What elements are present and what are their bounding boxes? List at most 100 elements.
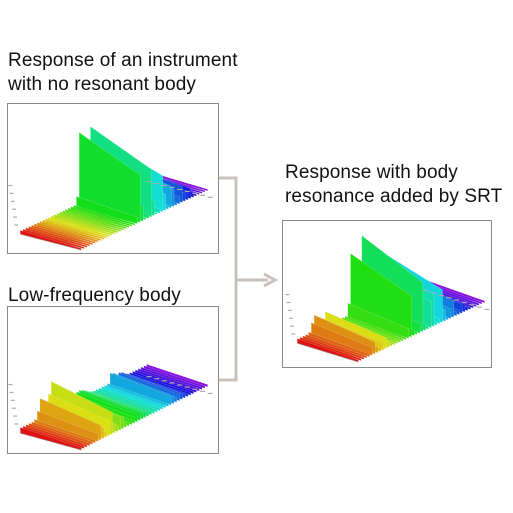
result-response-plot xyxy=(282,220,492,368)
low-body-waterfall xyxy=(8,363,213,451)
axis-tick-mark xyxy=(207,196,213,198)
spectrum-slice xyxy=(98,387,161,412)
spectrum-slice xyxy=(36,410,99,442)
axis-tick-mark xyxy=(423,290,429,292)
axis-tick-mark xyxy=(11,208,16,210)
axis-tick-mark xyxy=(200,194,206,196)
axis-tick-mark xyxy=(13,415,18,417)
axis-line xyxy=(297,343,359,363)
low-body-caption: Low-frequency body xyxy=(8,285,181,306)
axis-tick-mark xyxy=(14,423,19,425)
spectrum-slice xyxy=(308,331,370,358)
connector-bracket xyxy=(219,176,268,382)
spectrum-slice xyxy=(22,228,85,249)
axis-tick-mark xyxy=(169,186,175,189)
no-body-response-plot xyxy=(7,103,219,254)
spectrum-slice xyxy=(50,215,113,236)
axis-tick-mark xyxy=(431,292,437,294)
spectrum-slice xyxy=(299,336,362,362)
spectrum-slice xyxy=(56,213,119,234)
spectrum-slice xyxy=(311,322,373,356)
axis-tick-mark xyxy=(192,388,198,390)
spectrum-slice xyxy=(137,368,200,392)
spectrum-slice xyxy=(104,384,166,409)
spectrum-slice xyxy=(53,214,116,235)
spectrum-slice xyxy=(20,427,82,451)
axis-tick-mark xyxy=(285,294,290,296)
axis-tick-mark xyxy=(8,383,13,386)
axis-tick-mark xyxy=(286,301,291,304)
spectrum-slice xyxy=(28,422,90,447)
result-waterfall xyxy=(285,235,490,363)
spectrum-slice xyxy=(109,372,172,406)
axis-tick-mark xyxy=(290,325,295,327)
axis-tick-mark xyxy=(438,294,444,296)
spectrum-slice xyxy=(20,230,82,251)
spectrum-slice xyxy=(70,206,133,227)
spectrum-slice xyxy=(59,211,121,232)
axis-tick-mark xyxy=(484,308,490,310)
spectrum-slice xyxy=(67,207,130,228)
axis-tick-mark xyxy=(192,192,198,194)
spectrum-slice xyxy=(78,132,141,223)
low-body-response-plot xyxy=(7,306,219,454)
axis-tick-mark xyxy=(10,399,15,401)
spectrum-slice xyxy=(146,363,208,388)
spectrum-slice xyxy=(341,317,404,342)
spectrum-slice xyxy=(143,365,206,389)
axis-tick-mark xyxy=(9,391,14,394)
axis-tick-mark xyxy=(291,333,296,335)
spectrum-slice xyxy=(36,222,99,243)
spectrum-slice xyxy=(62,210,124,231)
axis-tick-mark xyxy=(146,376,152,378)
spectrum-slice xyxy=(302,335,365,360)
axis-tick-mark xyxy=(184,190,190,193)
axis-tick-mark xyxy=(14,224,19,226)
axis-tick-mark xyxy=(154,182,160,185)
axis-tick-mark xyxy=(469,304,475,306)
spectrum-slice xyxy=(101,386,163,410)
spectrum-slice xyxy=(31,224,93,246)
axis-tick-mark xyxy=(146,180,152,183)
spectrum-slice xyxy=(347,302,410,339)
spectrum-slice xyxy=(95,389,158,413)
axis-tick-mark xyxy=(200,390,206,392)
axis-tick-mark xyxy=(287,309,292,311)
spectrum-slice xyxy=(28,226,90,247)
spectrum-slice xyxy=(64,209,127,230)
spectrum-slice xyxy=(76,196,138,224)
axis-tick-mark xyxy=(177,384,183,386)
no-body-waterfall xyxy=(8,126,213,251)
axis-tick-mark xyxy=(446,297,452,299)
spectrum-slice xyxy=(73,205,135,226)
axis-tick-mark xyxy=(154,378,160,380)
axis-tick-mark xyxy=(9,192,14,194)
axis-tick-mark xyxy=(13,216,18,218)
axis-tick-mark xyxy=(207,392,213,395)
arrow-head-icon xyxy=(263,272,279,288)
axis-tick-mark xyxy=(169,382,175,384)
no-body-caption: Response of an instrument with no resona… xyxy=(8,50,238,95)
result-caption: Response with body resonance added by SR… xyxy=(285,162,503,207)
axis-tick-mark xyxy=(477,306,482,308)
axis-tick-mark xyxy=(184,386,190,388)
spectrum-slice xyxy=(344,315,407,340)
spectrum-slice xyxy=(423,278,485,304)
axis-tick-mark xyxy=(454,299,460,301)
spectrum-slice xyxy=(22,425,85,449)
axis-line xyxy=(20,233,82,251)
spectrum-slice xyxy=(25,424,88,448)
spectrum-slice xyxy=(42,219,105,240)
spectrum-slice xyxy=(129,372,192,396)
axis-tick-mark xyxy=(11,407,16,409)
spectrum-slice xyxy=(45,218,107,239)
axis-tick-mark xyxy=(161,184,167,187)
spectrum-slice xyxy=(140,366,203,390)
axis-tick-mark xyxy=(10,200,15,202)
axis-tick-mark xyxy=(461,301,467,303)
axis-tick-mark xyxy=(8,184,13,187)
spectrum-slice xyxy=(297,338,359,363)
axis-tick-mark xyxy=(161,380,167,382)
spectrum-slice xyxy=(25,227,88,248)
spectrum-slice xyxy=(305,334,367,359)
